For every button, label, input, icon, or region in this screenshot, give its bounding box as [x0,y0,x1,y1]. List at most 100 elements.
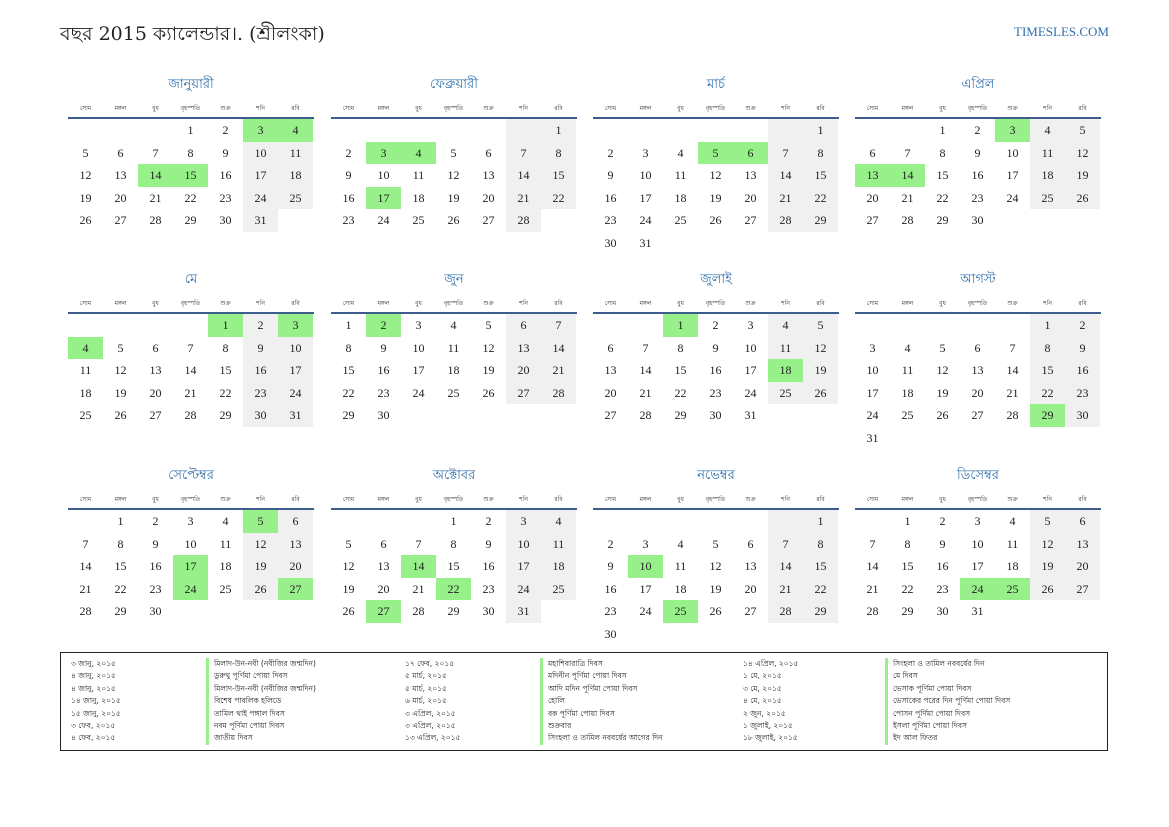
day-cell: 21 [412,581,425,596]
day-cell: 1 [939,123,946,137]
day-cell: 2 [607,536,614,551]
weekday-label: সোম [866,495,879,503]
day-cell: 23 [243,381,278,404]
month-name: মার্চ [706,77,725,92]
day-cell: 17 [744,363,757,377]
day-cell: 9 [243,336,278,359]
empty-cell [436,119,471,142]
holiday-date: ৪ জানু, ২০১৫ [71,683,116,693]
page-title: বছর 2015 ক্যালেন্ডার।. (শ্রীলংকা) [60,23,325,45]
weekday-header: সোম মঙ্গল বুধ বৃহস্পতি শুক্র শনি রবি [593,490,839,510]
day-cell: 13 [604,363,617,377]
day-cell: 26 [709,213,722,227]
empty-cell [173,314,208,337]
day-cell: 18 [447,363,460,377]
day-cell: 26 [803,381,838,404]
day-cell: 28 [866,604,879,618]
holiday-day-cell: 2 [366,314,401,337]
weekday-label: বৃহস্পতি [180,495,201,503]
day-cell: 3 [642,536,649,551]
weekday-header: সোম মঙ্গল বুধ বৃহস্পতি শুক্র শনি রবি [855,294,1101,314]
day-cell: 2 [152,514,159,528]
weekday-label: শুক্র [220,299,231,307]
day-cell: 17 [639,190,652,205]
month-name: ডিসেম্বর [957,468,999,483]
empty-cell [855,314,890,337]
holiday-column-2-dates: ১৭ ফেব, ২০১৫ ৫ মার্চ, ২০১৫ ৫ মার্চ, ২০১৫ ৬ … [405,658,460,745]
day-cell: 28 [149,213,162,227]
day-cell: 31 [639,235,652,250]
day-cell: 3 [869,340,876,355]
holiday-date: ১৩ এপ্রিল, ২০১৫ [405,733,461,743]
day-cell: 14 [768,164,803,187]
day-cell: 23 [709,385,722,400]
day-cell: 26 [447,213,460,227]
day-cell: 23 [1065,381,1100,404]
day-cell: 19 [1030,555,1065,578]
site-link[interactable]: TIMESLES.COM [1014,24,1109,39]
empty-cell [960,314,995,337]
weekday-label: শনি [781,299,790,307]
day-cell: 19 [709,581,722,596]
empty-cell [628,510,663,533]
weekday-label: বুধ [677,495,684,503]
day-grid: 1 2 3 4 5 6 7 8 9 10 11 12 13 14 15 16 17 18 19 20 21 22 23 24 2… [593,314,839,427]
day-cell: 7 [541,314,576,337]
holiday-day-cell: 4 [401,141,436,164]
day-cell: 21 [768,577,803,600]
weekday-label: শুক্র [483,299,494,307]
holiday-day-cell: 14 [401,555,436,578]
day-cell: 13 [149,363,162,377]
day-cell: 28 [412,604,425,618]
day-cell: 7 [82,536,89,551]
day-cell: 20 [744,190,757,205]
weekday-label: মঙ্গল [639,104,652,112]
day-cell: 10 [243,141,278,164]
holiday-day-cell: 3 [278,314,313,337]
day-cell: 8 [803,141,838,164]
day-cell: 22 [803,186,838,209]
day-cell: 29 [803,600,838,623]
day-cell: 17 [639,581,652,596]
empty-cell [68,510,103,533]
day-cell: 20 [866,190,879,205]
weekday-label: বৃহস্পতি [443,495,464,503]
weekday-label: শুক্র [745,495,756,503]
day-cell: 18 [541,555,576,578]
weekday-header: সোম মঙ্গল বুধ বৃহস্পতি শুক্র শনি রবি [855,99,1101,119]
day-cell: 20 [604,385,617,400]
empty-cell [68,314,103,337]
holiday-day-cell: 15 [173,164,208,187]
day-cell: 26 [709,604,722,618]
day-cell: 23 [482,581,495,596]
empty-cell [401,510,436,533]
day-cell: 8 [677,340,684,355]
day-cell: 6 [380,536,387,551]
day-cell: 4 [904,340,911,355]
empty-cell [103,314,138,337]
weekday-label: মঙ্গল [114,104,127,112]
day-cell: 16 [482,559,495,573]
day-cell: 5 [485,318,492,332]
day-cell: 9 [712,340,719,355]
day-cell: 26 [936,408,949,422]
day-cell: 5 [939,340,946,355]
holiday-day-cell: 17 [366,186,401,209]
weekday-label: শনি [519,495,528,503]
day-cell: 29 [219,408,232,422]
day-cell: 26 [1065,186,1100,209]
holiday-name: মহাশিবারাত্রি দিবস [540,658,663,671]
day-cell: 13 [744,168,757,182]
day-cell: 13 [482,168,495,182]
day-cell: 25 [768,381,803,404]
day-cell: 23 [377,385,390,400]
month-name: সেপ্টেম্বর [168,468,214,483]
weekday-label: মঙ্গল [377,104,390,112]
weekday-label: শুক্র [220,104,231,112]
day-cell: 2 [607,145,614,160]
day-cell: 18 [901,385,914,400]
weekday-label: বুধ [415,495,422,503]
day-cell: 4 [450,318,457,332]
weekday-label: রবি [291,495,300,503]
day-cell: 13 [114,168,127,182]
